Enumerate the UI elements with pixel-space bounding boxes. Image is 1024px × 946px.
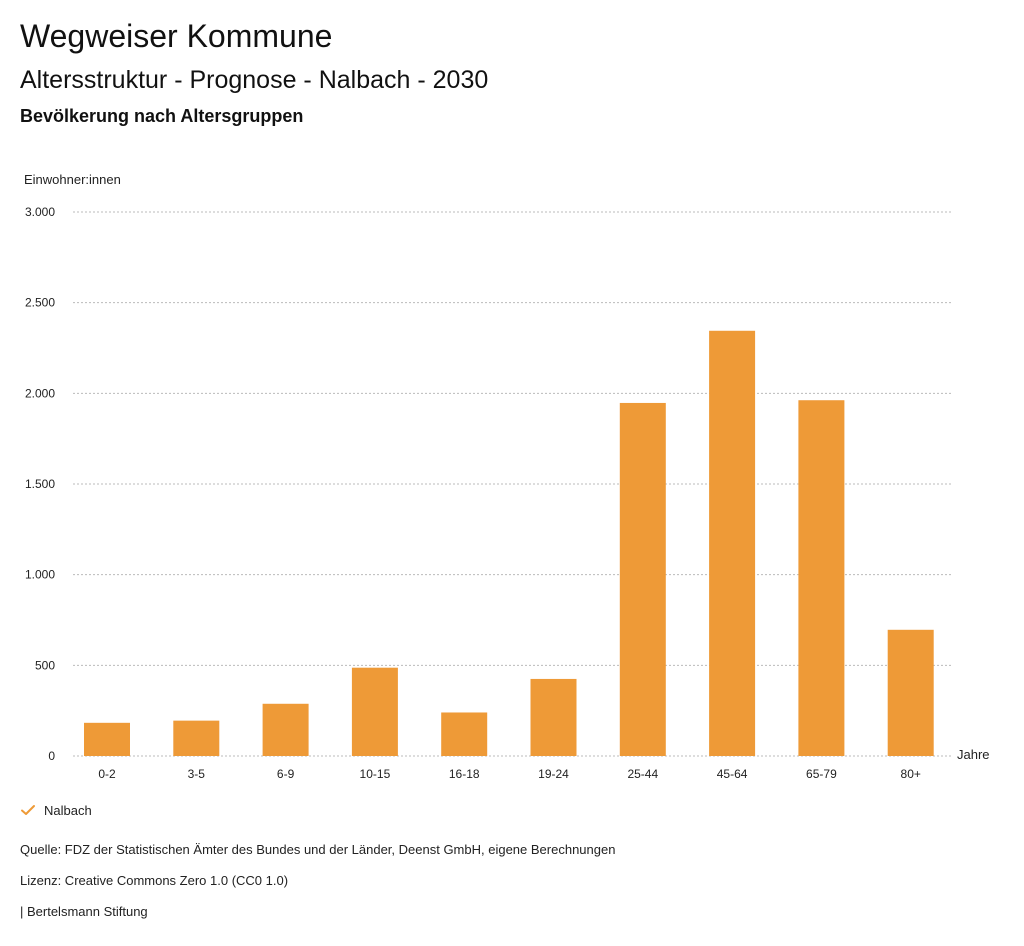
x-tick-label: 16-18 [449,767,480,781]
x-tick-label: 10-15 [360,767,391,781]
x-axis-ticks: 0-2 3-5 6-9 10-15 16-18 19-24 25-44 45-64 65-79 8… [98,767,921,781]
bar-45-64[interactable] [709,330,756,756]
y-tick-label: 0 [48,749,55,763]
y-tick-label: 1.000 [25,568,55,582]
x-tick-label: 25-44 [627,767,658,781]
y-tick-label: 2.500 [25,296,55,310]
bar-0-2[interactable] [84,722,130,756]
bar-chart: Einwohner:innen 0 500 1.000 1.500 2.000 2.500… [24,172,990,781]
x-tick-label: 0-2 [98,767,116,781]
bar-16-18[interactable] [441,712,488,756]
y-tick-label: 3.000 [25,205,55,219]
y-axis-label: Einwohner:innen [24,172,121,187]
y-tick-label: 500 [35,658,55,672]
x-axis-label: Jahre [957,747,990,762]
publisher-note: | Bertelsmann Stiftung [20,904,148,919]
legend-label-nalbach: Nalbach [44,802,92,818]
x-tick-label: 6-9 [277,767,295,781]
bar-80+[interactable] [887,629,934,756]
x-tick-label: 65-79 [806,767,837,781]
bar-25-44[interactable] [619,402,666,756]
chart-section-title: Bevölkerung nach Altersgruppen [20,106,304,126]
bar-19-24[interactable] [530,678,577,756]
source-note: Quelle: FDZ der Statistischen Ämter des … [20,842,616,857]
bar-6-9[interactable] [262,703,309,756]
license-note: Lizenz: Creative Commons Zero 1.0 (CC0 1… [20,873,289,888]
x-tick-label: 19-24 [538,767,569,781]
y-tick-label: 1.500 [25,477,55,491]
x-tick-label: 3-5 [188,767,206,781]
bars [84,330,934,756]
x-tick-label: 80+ [901,767,921,781]
y-tick-label: 2.000 [25,386,55,400]
x-tick-label: 45-64 [717,767,748,781]
legend[interactable]: Nalbach [20,802,92,818]
bar-10-15[interactable] [351,667,398,756]
y-axis-ticks: 0 500 1.000 1.500 2.000 2.500 3.000 [25,205,55,763]
chart-subtitle: Altersstruktur - Prognose - Nalbach - 20… [20,66,489,94]
page-title: Wegweiser Kommune [20,18,333,54]
bar-65-79[interactable] [798,400,845,756]
bar-3-5[interactable] [173,720,220,756]
check-icon [21,805,35,815]
